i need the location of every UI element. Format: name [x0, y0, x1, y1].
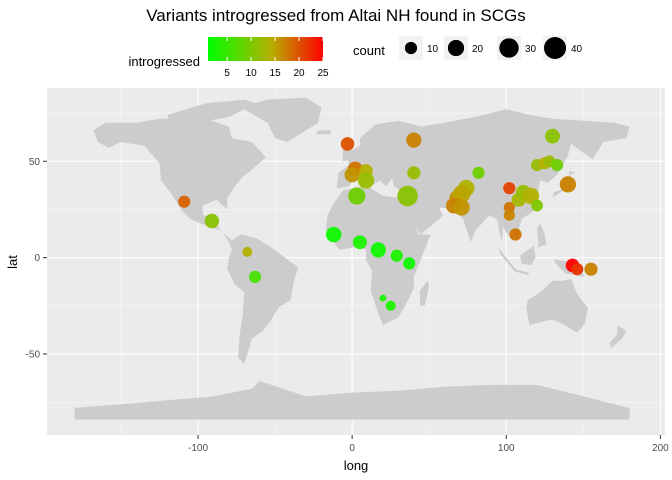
- y-tick-label: -50: [26, 350, 41, 361]
- data-point: [472, 166, 485, 179]
- data-point: [503, 182, 516, 195]
- colorbar-tick-label: 15: [270, 68, 282, 79]
- data-point: [385, 300, 396, 311]
- data-point: [545, 128, 560, 144]
- size-legend-title: count: [353, 43, 385, 58]
- landmass-arabia: [404, 194, 444, 235]
- data-point: [344, 167, 360, 183]
- landmass-antarctica: [74, 381, 630, 420]
- data-point: [397, 185, 418, 207]
- color-legend-title: introgressed: [128, 54, 200, 69]
- landmass-sulawesi-ph: [537, 222, 547, 248]
- landmass-scandinavia: [359, 122, 399, 150]
- color-legend-bar: [208, 37, 323, 61]
- x-tick-label: 200: [652, 443, 669, 454]
- data-point: [406, 132, 422, 148]
- landmass-madagascar: [420, 280, 430, 306]
- y-tick-label: 0: [34, 253, 40, 264]
- landmass-australia: [526, 278, 588, 333]
- size-legend-key: [447, 39, 465, 57]
- colorbar-tick-label: 5: [224, 68, 230, 79]
- data-points: [178, 128, 598, 311]
- data-point: [571, 263, 584, 276]
- data-point: [509, 228, 522, 241]
- data-point: [531, 199, 543, 212]
- size-legend-label: 40: [571, 44, 583, 55]
- landmass-greenland: [241, 97, 322, 142]
- x-tick-label: 0: [349, 443, 355, 454]
- x-tick-label: -100: [188, 443, 208, 454]
- landmass-canada-islands: [167, 99, 257, 123]
- colorbar-tick-label: 25: [317, 68, 329, 79]
- data-point: [357, 172, 375, 189]
- landmass-new-zealand: [609, 325, 627, 349]
- colorbar-tick-label: 10: [246, 68, 258, 79]
- x-axis-title: long: [344, 458, 369, 473]
- size-legend-label: 10: [427, 44, 439, 55]
- colorbar-tick-label: 20: [293, 68, 305, 79]
- data-point: [242, 246, 253, 257]
- data-point: [407, 166, 421, 180]
- data-point: [551, 159, 564, 172]
- data-point: [503, 209, 515, 221]
- size-legend-label: 20: [472, 44, 484, 55]
- color-legend: introgressed 5 10 15 20 25: [128, 37, 329, 79]
- landmass-borneo: [520, 246, 536, 266]
- data-point: [390, 249, 403, 262]
- chart-title: Variants introgressed from Altai NH foun…: [146, 6, 526, 25]
- size-legend-key: [404, 41, 418, 55]
- data-point: [403, 257, 416, 270]
- y-tick-label: 50: [29, 157, 41, 168]
- data-point: [348, 187, 366, 205]
- landmass-north-america: [93, 118, 266, 243]
- landmass-iceland: [315, 130, 331, 135]
- data-point: [379, 294, 387, 302]
- data-point: [204, 213, 220, 229]
- data-point: [178, 195, 191, 208]
- x-axis: -100 0 100 200: [188, 435, 669, 454]
- data-point: [340, 137, 355, 151]
- data-point: [352, 235, 367, 250]
- landmass-south-america: [227, 234, 299, 364]
- y-axis: -50 0 50: [26, 157, 47, 361]
- x-tick-label: 100: [498, 443, 515, 454]
- data-point: [325, 226, 342, 243]
- size-legend-key: [544, 37, 566, 59]
- data-point: [503, 201, 515, 214]
- size-legend: count 10 20 30 40: [353, 36, 583, 60]
- data-point: [249, 270, 262, 283]
- data-point: [559, 176, 577, 193]
- data-point: [453, 199, 470, 216]
- landmass-sumatra-java: [498, 248, 530, 275]
- size-legend-key: [499, 38, 519, 58]
- y-axis-title: lat: [5, 255, 20, 269]
- data-point: [370, 242, 386, 258]
- size-legend-label: 30: [525, 44, 537, 55]
- data-point: [584, 262, 598, 276]
